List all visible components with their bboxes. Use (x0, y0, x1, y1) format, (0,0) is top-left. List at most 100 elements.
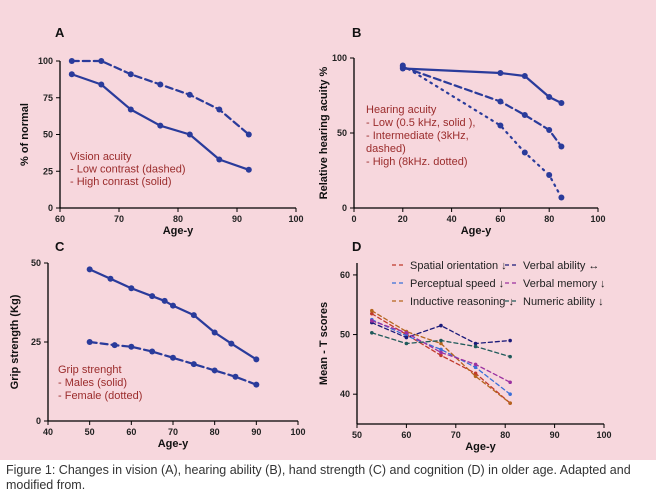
data-point (186, 131, 193, 138)
data-point (128, 285, 135, 292)
data-point (404, 330, 409, 335)
legend-label: Numeric ability ↓ (523, 296, 604, 308)
legend-label: Verbal ability ↔ (523, 260, 599, 272)
figure-panel (0, 0, 656, 460)
data-point (439, 338, 443, 343)
annotation-text: Vision acuity (70, 151, 132, 163)
data-point (404, 335, 409, 340)
data-point (107, 275, 114, 282)
data-point (473, 341, 478, 346)
data-point (98, 58, 105, 64)
data-point (508, 401, 512, 405)
y-axis-label: Grip strength (Kg) (9, 294, 21, 389)
x-tick-label: 60 (401, 430, 411, 440)
y-tick-label: 100 (332, 53, 347, 63)
figure-caption: Figure 1: Changes in vision (A), hearing… (6, 463, 631, 492)
data-point (370, 308, 374, 313)
x-tick-label: 60 (126, 427, 136, 437)
data-point (253, 356, 260, 363)
x-tick-label: 80 (210, 427, 220, 437)
annotation-text: - Low contrast (dashed) (70, 164, 186, 176)
x-tick-label: 20 (398, 214, 408, 224)
annotation-text: Hearing acuity (366, 104, 437, 116)
data-point (211, 367, 218, 374)
data-point (127, 106, 134, 113)
data-point (370, 311, 374, 316)
data-point (546, 172, 553, 178)
figure-charts: 60 70 80 90 100 0 25 50 75 100 Age-y % of normal A Vi… (9, 25, 612, 453)
data-point (558, 194, 565, 201)
data-point (521, 73, 528, 79)
x-tick-label: 80 (173, 214, 183, 224)
data-point (439, 323, 443, 328)
data-point (149, 293, 156, 300)
data-point (497, 70, 504, 76)
y-tick-label: 0 (48, 203, 53, 213)
x-tick-label: 60 (495, 214, 505, 224)
data-point (86, 266, 93, 273)
y-tick-label: 75 (43, 93, 53, 103)
annotation-text: dashed) (366, 143, 406, 155)
data-point (439, 347, 443, 352)
data-point (245, 131, 252, 138)
data-point (473, 344, 478, 349)
y-tick-label: 50 (31, 258, 41, 268)
data-point (128, 343, 135, 350)
x-tick-label: 70 (168, 427, 178, 437)
data-point (245, 166, 252, 173)
data-point (497, 98, 504, 105)
x-axis-label: Age-y (163, 225, 194, 237)
chart-panel-A: 60 70 80 90 100 0 25 50 75 100 Age-y % of normal A Vi… (19, 25, 304, 237)
data-point (68, 58, 75, 64)
y-tick-label: 25 (31, 337, 41, 347)
chart-panel-C: 40 50 60 70 80 90 100 0 25 50 Age-y Grip strength (… (9, 239, 306, 450)
data-point (508, 354, 512, 359)
y-tick-label: 50 (43, 130, 53, 140)
x-tick-label: 50 (85, 427, 95, 437)
data-point (127, 71, 134, 78)
x-tick-label: 60 (55, 214, 65, 224)
panel-letter: C (55, 239, 65, 254)
y-tick-label: 25 (43, 166, 53, 176)
data-point (111, 342, 118, 349)
data-point (216, 106, 223, 113)
data-point (161, 297, 168, 304)
y-tick-label: 0 (36, 416, 41, 426)
y-tick-label: 60 (340, 270, 350, 280)
panel-letter: B (352, 25, 361, 40)
data-point (521, 112, 528, 118)
y-tick-label: 40 (340, 389, 350, 399)
series-line (371, 318, 511, 395)
y-tick-label: 100 (38, 56, 53, 66)
data-point (228, 340, 235, 347)
data-point (170, 302, 176, 309)
data-point (216, 156, 223, 163)
data-point (190, 312, 197, 319)
x-tick-label: 80 (500, 430, 510, 440)
y-tick-label: 50 (340, 330, 350, 340)
series-line (401, 67, 563, 105)
data-point (521, 149, 528, 156)
x-tick-label: 70 (451, 430, 461, 440)
y-tick-label: 50 (337, 128, 347, 138)
data-point (399, 62, 406, 69)
legend-label: Perceptual speed ↓ (410, 278, 504, 290)
x-tick-label: 0 (351, 214, 356, 224)
data-point (558, 143, 565, 150)
legend-label: Inductive reasoning ↓ (410, 296, 514, 308)
panel-letter: A (55, 25, 65, 40)
data-point (68, 71, 75, 78)
data-point (558, 100, 565, 106)
x-tick-label: 40 (447, 214, 457, 224)
chart-panel-B: 0 20 40 60 80 100 0 50 100 Age-y Relative hearing … (318, 25, 606, 237)
data-point (473, 362, 478, 367)
annotation-text: - Males (solid) (58, 377, 127, 389)
data-point (439, 341, 443, 346)
legend-label: Verbal memory ↓ (523, 278, 606, 290)
data-point (253, 381, 260, 388)
data-point (508, 380, 512, 385)
data-point (149, 348, 156, 355)
legend-label: Spatial orientation ↓ (410, 260, 507, 272)
annotation-text: - High (8kHz. dotted) (366, 156, 467, 168)
x-tick-label: 90 (550, 430, 560, 440)
